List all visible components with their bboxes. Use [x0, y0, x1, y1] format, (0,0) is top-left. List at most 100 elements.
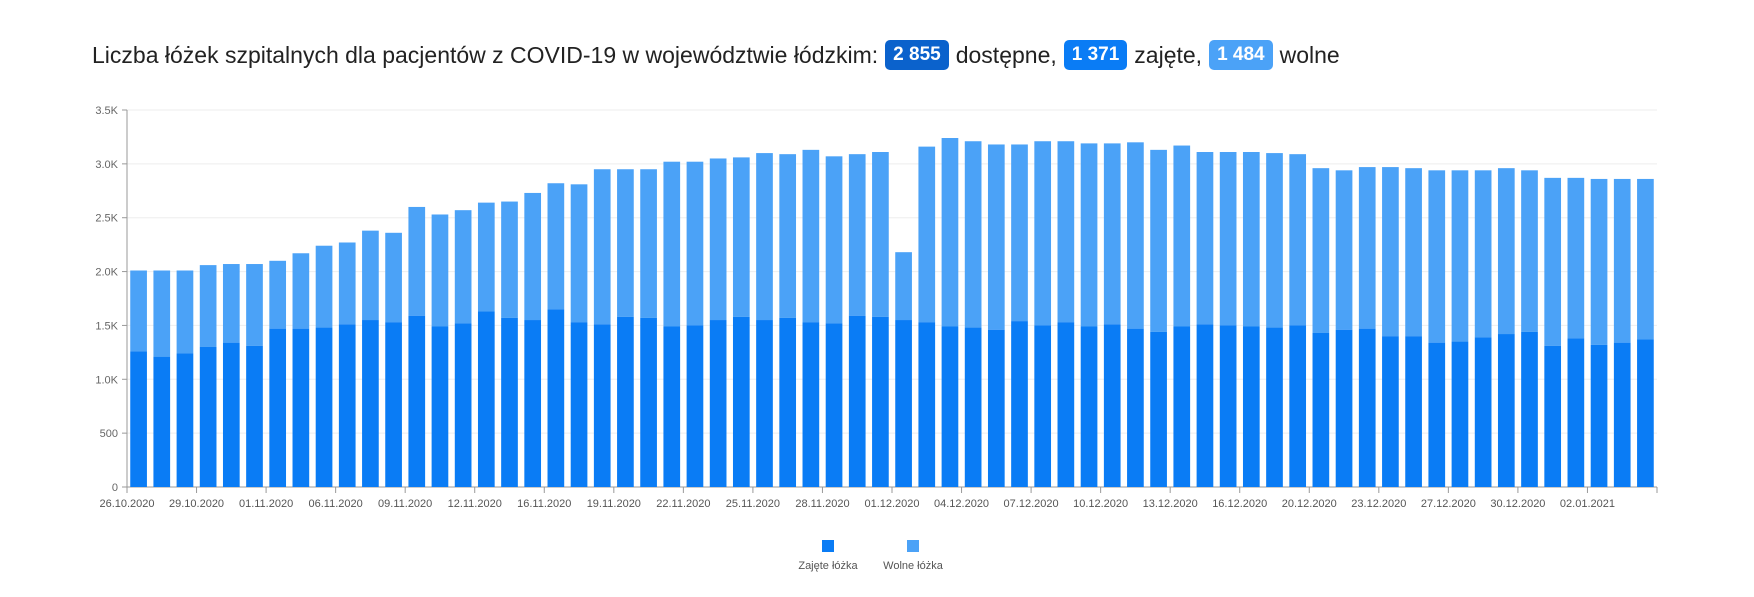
y-tick-label: 500	[100, 428, 118, 440]
free-badge: 1 484	[1209, 40, 1273, 70]
bar-occupied	[987, 329, 1005, 487]
bar-occupied	[663, 326, 681, 487]
bar-occupied	[1289, 325, 1307, 487]
x-tick-label: 27.12.2020	[1421, 498, 1476, 510]
bar-free	[732, 157, 750, 317]
x-tick-label: 30.12.2020	[1490, 498, 1545, 510]
bar-occupied	[431, 326, 449, 487]
bar-free	[570, 184, 588, 323]
bar-free	[686, 161, 704, 326]
bar-occupied	[570, 322, 588, 487]
bar-occupied	[1080, 326, 1098, 487]
bar-free	[987, 144, 1005, 330]
bar-free	[1405, 168, 1422, 337]
bar-free	[1173, 145, 1191, 327]
x-tick-label: 26.10.2020	[99, 498, 154, 510]
bar-free	[617, 169, 634, 317]
bar-free	[385, 232, 402, 323]
bar-occupied	[1521, 331, 1538, 487]
bar-occupied	[1474, 337, 1492, 487]
bar-free	[130, 270, 147, 352]
x-tick-label: 29.10.2020	[169, 498, 224, 510]
x-tick-label: 01.12.2020	[864, 498, 919, 510]
legend-label: Wolne łóżka	[883, 560, 944, 572]
bar-occupied	[246, 345, 263, 487]
bar-free	[663, 161, 681, 327]
bar-free	[454, 210, 472, 324]
y-tick-label: 2.5K	[95, 213, 118, 225]
bar-free	[1289, 154, 1307, 326]
bar-occupied	[269, 328, 287, 487]
bar-occupied	[1266, 327, 1283, 487]
bar-free	[872, 152, 889, 317]
bar-occupied	[779, 317, 797, 487]
bar-occupied	[1544, 345, 1562, 487]
x-tick-label: 04.12.2020	[934, 498, 989, 510]
legend-label: Zajęte łóżka	[798, 560, 858, 572]
bar-free	[501, 201, 518, 318]
bar-free	[1266, 153, 1283, 328]
bar-free	[1196, 152, 1214, 325]
bar-free	[1034, 141, 1052, 326]
bar-free	[524, 192, 542, 321]
bar-occupied	[732, 316, 750, 487]
bar-free	[1312, 168, 1330, 333]
bar-free	[1613, 178, 1631, 343]
bar-occupied	[1242, 326, 1260, 487]
bar-occupied	[130, 351, 147, 487]
bar-occupied	[547, 309, 565, 487]
bar-occupied	[1382, 336, 1399, 487]
bar-occupied	[709, 320, 727, 487]
x-tick-label: 25.11.2020	[726, 498, 780, 510]
occupied-label: zajęte,	[1134, 42, 1203, 68]
bar-occupied	[1590, 344, 1608, 487]
bar-occupied	[1637, 339, 1654, 487]
y-tick-label: 1.5K	[95, 320, 118, 332]
bar-occupied	[362, 320, 379, 487]
bar-occupied	[686, 325, 704, 487]
bar-free	[1451, 170, 1469, 342]
bar-free	[1150, 149, 1167, 332]
bar-occupied	[1173, 326, 1191, 487]
bar-occupied	[477, 311, 495, 487]
bar-occupied	[1497, 334, 1515, 487]
bar-free	[408, 206, 426, 316]
bar-free	[918, 146, 936, 323]
bar-occupied	[1057, 322, 1075, 487]
bar-occupied	[825, 323, 843, 487]
bar-occupied	[1405, 336, 1422, 487]
bar-free	[246, 264, 263, 346]
bar-occupied	[802, 322, 820, 487]
bar-occupied	[941, 326, 959, 487]
bar-free	[1011, 144, 1028, 322]
available-label: dostępne,	[955, 42, 1057, 68]
bar-occupied	[222, 342, 240, 487]
bar-occupied	[1358, 328, 1376, 487]
bar-free	[176, 270, 194, 354]
available-badge: 2 855	[885, 40, 949, 70]
bar-occupied	[454, 323, 472, 487]
bar-occupied	[153, 356, 171, 487]
bar-occupied	[315, 327, 333, 487]
x-tick-label: 23.12.2020	[1351, 498, 1406, 510]
x-tick-label: 20.12.2020	[1282, 498, 1337, 510]
y-tick-label: 3.5K	[95, 105, 118, 117]
bar-occupied	[1613, 342, 1631, 487]
bar-occupied	[1011, 321, 1028, 487]
bar-free	[315, 245, 333, 328]
title-prefix: Liczba łóżek szpitalnych dla pacjentów z…	[92, 42, 879, 68]
bar-free	[1474, 170, 1492, 338]
bar-free	[1127, 142, 1144, 329]
bar-free	[756, 153, 773, 321]
occupied-badge: 1 371	[1063, 40, 1128, 70]
bar-free	[640, 169, 657, 318]
bar-free	[941, 138, 959, 327]
bar-occupied	[593, 324, 611, 487]
bar-free	[222, 264, 240, 343]
x-tick-label: 10.12.2020	[1073, 498, 1128, 510]
bar-occupied	[385, 322, 402, 487]
x-tick-label: 28.11.2020	[795, 498, 849, 510]
x-tick-label: 22.11.2020	[656, 498, 710, 510]
bar-occupied	[176, 353, 194, 487]
